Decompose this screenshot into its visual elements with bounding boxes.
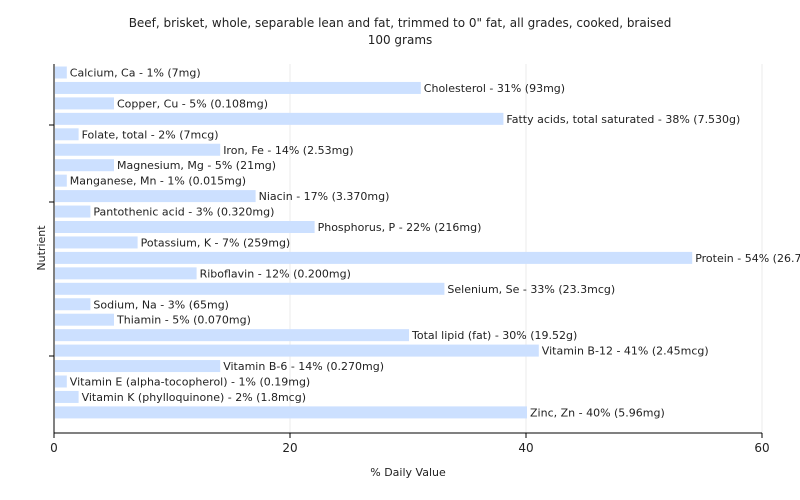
bar [55,159,114,172]
bar-label: Protein - 54% (26.79g) [695,252,800,265]
x-axis-label: % Daily Value [370,466,446,479]
bar [55,251,693,264]
bar-label: Folate, total - 2% (7mcg) [82,128,219,141]
bar-label: Vitamin K (phylloquinone) - 2% (1.8mcg) [82,391,306,404]
bar [55,344,539,357]
bar-label: Total lipid (fat) - 30% (19.52g) [411,329,577,342]
y-axis-label: Nutrient [35,225,48,271]
bar [55,282,445,295]
bar-label: Thiamin - 5% (0.070mg) [116,314,251,327]
chart-title: Beef, brisket, whole, separable lean and… [129,16,672,30]
x-tick-label: 40 [518,441,533,455]
bar-label: Vitamin B-12 - 41% (2.45mcg) [542,345,709,358]
bar-label: Iron, Fe - 14% (2.53mg) [223,144,353,157]
bar [55,66,67,79]
bar-label: Potassium, K - 7% (259mg) [141,236,291,249]
bar-label: Cholesterol - 31% (93mg) [424,82,565,95]
bar [55,143,221,156]
bar [55,174,67,187]
bar [55,360,221,373]
bar-label: Sodium, Na - 3% (65mg) [93,298,229,311]
bar [55,236,138,249]
x-tick-label: 60 [754,441,769,455]
grid-lines [289,64,763,433]
bar [55,97,114,110]
bar-label: Copper, Cu - 5% (0.108mg) [117,97,268,110]
bar-label: Vitamin E (alpha-tocopherol) - 1% (0.19m… [70,376,310,389]
bar [55,190,256,203]
bar-label: Niacin - 17% (3.370mg) [259,190,390,203]
bar-label: Riboflavin - 12% (0.200mg) [200,267,351,280]
x-tick-label: 20 [282,441,297,455]
bar-label: Pantothenic acid - 3% (0.320mg) [93,206,274,219]
bar [55,81,421,94]
axes [49,64,762,434]
bar [55,406,527,419]
x-ticks: 0 20 40 60 [50,433,770,455]
bar [55,298,91,311]
bar-label: Phosphorus, P - 22% (216mg) [318,221,482,234]
bar [55,390,79,403]
bar [55,375,67,388]
bar-label: Magnesium, Mg - 5% (21mg) [117,159,276,172]
bar-label: Calcium, Ca - 1% (7mg) [70,67,201,80]
bar [55,313,114,326]
chart-subtitle: 100 grams [368,33,433,47]
bar-label: Zinc, Zn - 40% (5.96mg) [530,406,665,419]
bar-label: Fatty acids, total saturated - 38% (7.53… [506,113,740,126]
bar [55,112,504,125]
x-tick-label: 0 [50,441,58,455]
bars: Calcium, Ca - 1% (7mg) Cholesterol - 31% … [55,66,800,419]
bar [55,128,79,141]
bar [55,329,409,342]
bar [55,221,315,233]
bar [55,267,197,280]
bar-label: Manganese, Mn - 1% (0.015mg) [70,175,246,188]
bar-label: Vitamin B-6 - 14% (0.270mg) [223,360,384,373]
bar [55,205,91,218]
bar-label: Selenium, Se - 33% (23.3mcg) [447,283,615,296]
